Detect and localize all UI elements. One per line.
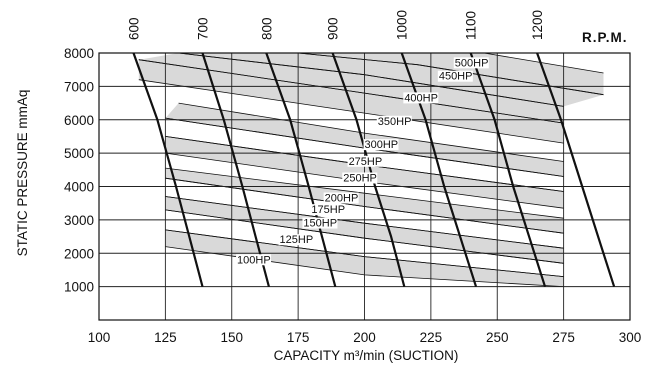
rpm-tick-labels: 600 700 800 900 1000 1100 1200 [127, 10, 546, 40]
x-tick-label: 225 [420, 330, 443, 345]
x-axis-title: CAPACITY m³/min (SUCTION) [274, 348, 459, 363]
hp-label: 125HP [280, 234, 314, 246]
y-tick-label: 2000 [64, 246, 94, 261]
rpm-curve-1200 [536, 53, 616, 287]
grid [98, 52, 631, 321]
hp-label: 500HP [455, 57, 489, 69]
rpm-tick-label: 1100 [464, 11, 479, 40]
hp-label-bg [403, 92, 439, 104]
rpm-tick-label: 700 [196, 17, 211, 40]
rpm-curve-900 [331, 53, 406, 287]
x-tick-label: 275 [552, 330, 575, 345]
hp-label: 175HP [311, 204, 345, 216]
y-tick-label: 6000 [64, 113, 94, 128]
hp-label: 450HP [439, 71, 473, 83]
y-tick-label: 4000 [64, 180, 94, 195]
x-tick-label: 250 [486, 330, 509, 345]
hp-label-bg [323, 192, 359, 204]
rpm-curve-800 [265, 53, 337, 287]
rpm-curve-1100 [469, 53, 547, 287]
hp-label: 250HP [343, 172, 377, 184]
rpm-axis-title: R.P.M. [582, 30, 628, 45]
hp-label-bg [342, 172, 378, 184]
y-axis-title: STATIC PRESSURE mmAq [15, 90, 30, 257]
rpm-tick-label: 900 [326, 17, 341, 40]
rpm-tick-label: 1200 [530, 10, 545, 40]
hp-label: 275HP [349, 156, 383, 168]
x-tick-label: 200 [353, 330, 376, 345]
rpm-tick-label: 600 [127, 17, 142, 40]
x-tick-label: 150 [220, 330, 243, 345]
hp-label-bg [347, 155, 383, 167]
x-tick-label: 125 [154, 330, 177, 345]
plot-frame [98, 52, 631, 321]
hp-label: 400HP [404, 92, 438, 104]
hp-label-bg [376, 115, 412, 127]
hp-band-350hp [138, 59, 564, 144]
hp-label: 100HP [237, 254, 271, 266]
y-tick-label: 3000 [64, 213, 94, 228]
axis-ticks: 100 125 150 175 200 225 250 275 300 1000 2000 3000 4… [64, 46, 641, 345]
x-tick-label: 175 [287, 330, 310, 345]
rpm-tick-label: 800 [259, 17, 274, 40]
hp-label-bg [302, 217, 338, 229]
hp-label-bg [236, 254, 272, 266]
rpm-tick-label: 1000 [395, 10, 410, 40]
rpm-curve-700 [201, 53, 270, 287]
x-tick-label: 100 [88, 330, 111, 345]
hp-label: 350HP [378, 116, 412, 128]
hp-label-bg [453, 57, 489, 69]
x-tick-label: 300 [619, 330, 642, 345]
hp-label-bg [437, 70, 473, 82]
hp-band-400hp [138, 53, 564, 124]
hp-label-bg [310, 204, 346, 216]
hp-label-bg [363, 139, 399, 151]
hp-boundary-500hp-upper [483, 53, 604, 74]
hp-band-500hp [298, 53, 604, 95]
hp-label-bg [278, 234, 314, 246]
y-tick-label: 5000 [64, 146, 94, 161]
y-tick-label: 7000 [64, 79, 94, 94]
rpm-curve-600 [132, 53, 204, 287]
hp-label: 300HP [365, 139, 399, 151]
hp-label: 150HP [303, 218, 337, 230]
y-tick-label: 1000 [64, 280, 94, 295]
y-tick-label: 8000 [64, 46, 94, 61]
rpm-curves [132, 53, 616, 287]
hp-label: 200HP [325, 193, 359, 205]
hp-boundary-500hp-lower [298, 53, 604, 96]
